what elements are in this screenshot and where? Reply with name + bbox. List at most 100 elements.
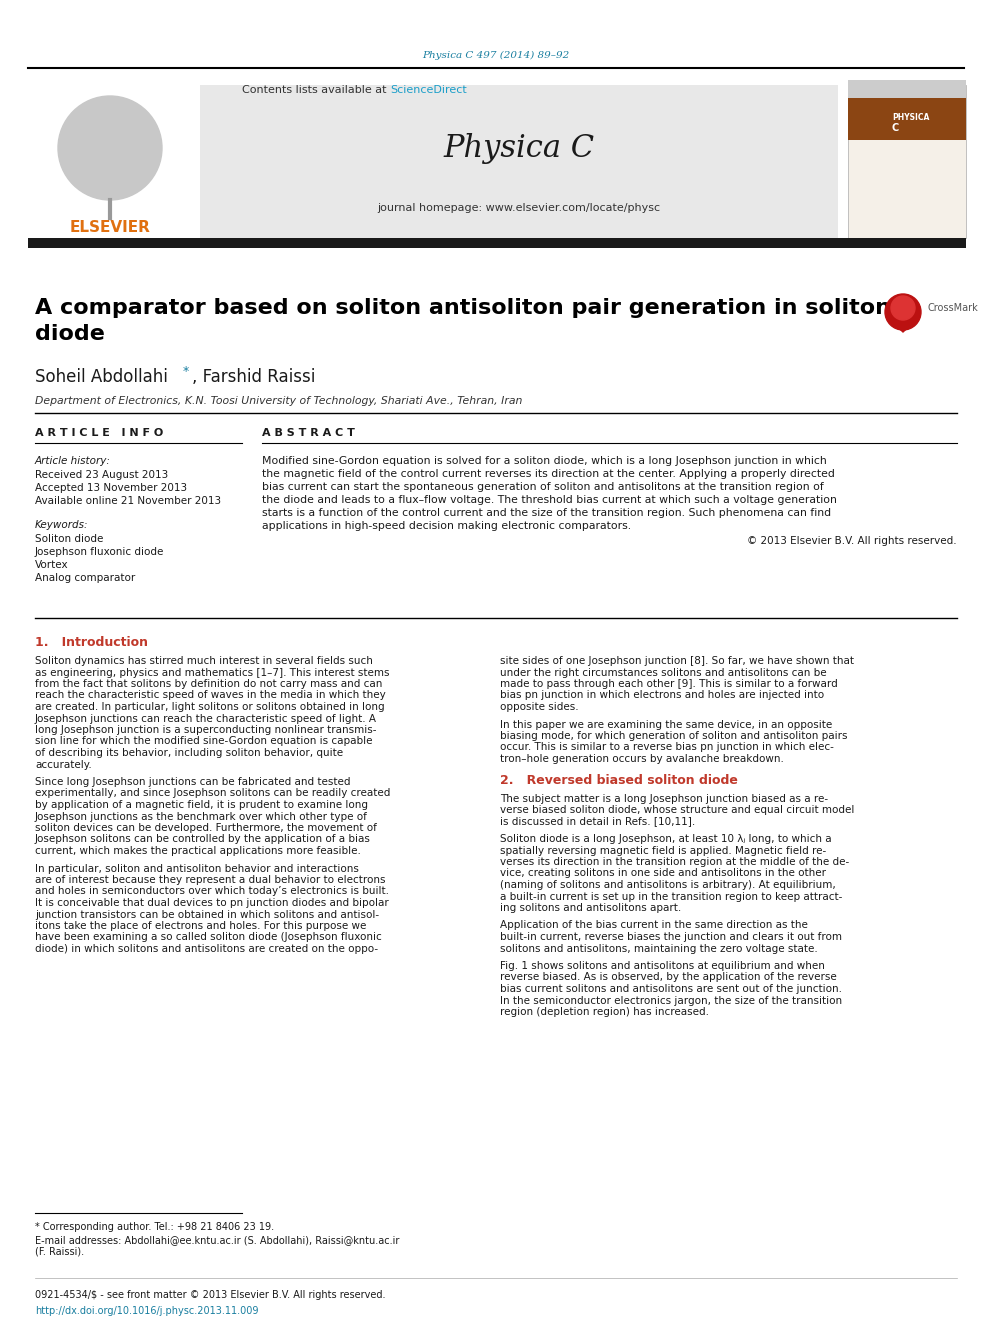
Text: bias current can start the spontaneous generation of soliton and antisolitons at: bias current can start the spontaneous g… xyxy=(262,482,823,492)
Text: Keywords:: Keywords: xyxy=(35,520,88,531)
Text: Josephson solitons can be controlled by the application of a bias: Josephson solitons can be controlled by … xyxy=(35,835,371,844)
Text: Physica C 497 (2014) 89–92: Physica C 497 (2014) 89–92 xyxy=(423,50,569,60)
FancyBboxPatch shape xyxy=(848,98,966,140)
Text: http://dx.doi.org/10.1016/j.physc.2013.11.009: http://dx.doi.org/10.1016/j.physc.2013.1… xyxy=(35,1306,259,1316)
Text: verse biased soliton diode, whose structure and equal circuit model: verse biased soliton diode, whose struct… xyxy=(500,804,854,815)
Text: 1.   Introduction: 1. Introduction xyxy=(35,636,148,650)
Text: and holes in semiconductors over which today’s electronics is built.: and holes in semiconductors over which t… xyxy=(35,886,389,897)
Text: are created. In particular, light solitons or solitons obtained in long: are created. In particular, light solito… xyxy=(35,703,385,712)
Text: bias current solitons and antisolitons are sent out of the junction.: bias current solitons and antisolitons a… xyxy=(500,984,842,994)
Text: vice, creating solitons in one side and antisolitons in the other: vice, creating solitons in one side and … xyxy=(500,868,826,878)
Text: junction transistors can be obtained in which solitons and antisol-: junction transistors can be obtained in … xyxy=(35,909,379,919)
Text: under the right circumstances solitons and antisolitons can be: under the right circumstances solitons a… xyxy=(500,668,826,677)
Text: (naming of solitons and antisolitons is arbitrary). At equilibrium,: (naming of solitons and antisolitons is … xyxy=(500,880,835,890)
Text: , Farshid Raissi: , Farshid Raissi xyxy=(192,368,315,386)
Text: * Corresponding author. Tel.: +98 21 8406 23 19.: * Corresponding author. Tel.: +98 21 840… xyxy=(35,1222,274,1232)
Text: A B S T R A C T: A B S T R A C T xyxy=(262,429,355,438)
Circle shape xyxy=(885,294,921,329)
Text: experimentally, and since Josephson solitons can be readily created: experimentally, and since Josephson soli… xyxy=(35,789,391,799)
FancyBboxPatch shape xyxy=(28,85,193,238)
Text: site sides of one Josephson junction [8]. So far, we have shown that: site sides of one Josephson junction [8]… xyxy=(500,656,854,665)
FancyBboxPatch shape xyxy=(848,85,966,238)
Text: long Josephson junction is a superconducting nonlinear transmis-: long Josephson junction is a superconduc… xyxy=(35,725,377,736)
Text: reverse biased. As is observed, by the application of the reverse: reverse biased. As is observed, by the a… xyxy=(500,972,836,983)
Text: © 2013 Elsevier B.V. All rights reserved.: © 2013 Elsevier B.V. All rights reserved… xyxy=(747,536,957,546)
Text: Department of Electronics, K.N. Toosi University of Technology, Shariati Ave., T: Department of Electronics, K.N. Toosi Un… xyxy=(35,396,523,406)
Text: a built-in current is set up in the transition region to keep attract-: a built-in current is set up in the tran… xyxy=(500,892,842,901)
Text: have been examining a so called soliton diode (Josephson fluxonic: have been examining a so called soliton … xyxy=(35,933,382,942)
Circle shape xyxy=(891,296,915,320)
FancyBboxPatch shape xyxy=(28,238,966,247)
Text: A comparator based on soliton antisoliton pair generation in soliton
diode: A comparator based on soliton antisolito… xyxy=(35,298,891,344)
FancyBboxPatch shape xyxy=(200,85,838,238)
Text: In this paper we are examining the same device, in an opposite: In this paper we are examining the same … xyxy=(500,720,832,729)
Text: Vortex: Vortex xyxy=(35,560,68,570)
Text: opposite sides.: opposite sides. xyxy=(500,703,578,712)
Text: PHYSICA: PHYSICA xyxy=(892,114,930,123)
Text: is discussed in detail in Refs. [10,11].: is discussed in detail in Refs. [10,11]. xyxy=(500,816,695,827)
Text: Josephson junctions as the benchmark over which other type of: Josephson junctions as the benchmark ove… xyxy=(35,811,368,822)
Text: solitons and antisolitons, maintaining the zero voltage state.: solitons and antisolitons, maintaining t… xyxy=(500,943,817,954)
Text: 0921-4534/$ - see front matter © 2013 Elsevier B.V. All rights reserved.: 0921-4534/$ - see front matter © 2013 El… xyxy=(35,1290,386,1301)
Text: 2.   Reversed biased soliton diode: 2. Reversed biased soliton diode xyxy=(500,774,738,786)
Text: A R T I C L E   I N F O: A R T I C L E I N F O xyxy=(35,429,164,438)
Text: *: * xyxy=(183,365,189,378)
Text: applications in high-speed decision making electronic comparators.: applications in high-speed decision maki… xyxy=(262,521,631,531)
Text: Accepted 13 November 2013: Accepted 13 November 2013 xyxy=(35,483,187,493)
Text: Available online 21 November 2013: Available online 21 November 2013 xyxy=(35,496,221,505)
Text: Soliton dynamics has stirred much interest in several fields such: Soliton dynamics has stirred much intere… xyxy=(35,656,373,665)
Text: ELSEVIER: ELSEVIER xyxy=(69,221,151,235)
Text: built-in current, reverse biases the junction and clears it out from: built-in current, reverse biases the jun… xyxy=(500,931,842,942)
Text: from the fact that solitons by definition do not carry mass and can: from the fact that solitons by definitio… xyxy=(35,679,382,689)
Circle shape xyxy=(58,97,162,200)
Text: are of interest because they represent a dual behavior to electrons: are of interest because they represent a… xyxy=(35,875,386,885)
Text: starts is a function of the control current and the size of the transition regio: starts is a function of the control curr… xyxy=(262,508,831,519)
Text: verses its direction in the transition region at the middle of the de-: verses its direction in the transition r… xyxy=(500,857,849,867)
Text: Josephson fluxonic diode: Josephson fluxonic diode xyxy=(35,546,165,557)
Text: soliton devices can be developed. Furthermore, the movement of: soliton devices can be developed. Furthe… xyxy=(35,823,377,833)
Text: CrossMark: CrossMark xyxy=(927,303,978,314)
Text: region (depletion region) has increased.: region (depletion region) has increased. xyxy=(500,1007,709,1017)
Text: Josephson junctions can reach the characteristic speed of light. A: Josephson junctions can reach the charac… xyxy=(35,713,377,724)
Text: (F. Raissi).: (F. Raissi). xyxy=(35,1248,84,1257)
Text: ScienceDirect: ScienceDirect xyxy=(390,85,467,95)
Text: spatially reversing magnetic field is applied. Magnetic field re-: spatially reversing magnetic field is ap… xyxy=(500,845,826,856)
Text: accurately.: accurately. xyxy=(35,759,91,770)
Text: the diode and leads to a flux–flow voltage. The threshold bias current at which : the diode and leads to a flux–flow volta… xyxy=(262,495,837,505)
Text: current, which makes the practical applications more feasible.: current, which makes the practical appli… xyxy=(35,845,361,856)
Text: as engineering, physics and mathematics [1–7]. This interest stems: as engineering, physics and mathematics … xyxy=(35,668,390,677)
Text: The subject matter is a long Josephson junction biased as a re-: The subject matter is a long Josephson j… xyxy=(500,794,828,803)
Text: Contents lists available at: Contents lists available at xyxy=(242,85,390,95)
Text: made to pass through each other [9]. This is similar to a forward: made to pass through each other [9]. Thi… xyxy=(500,679,838,689)
Text: sion line for which the modified sine-Gordon equation is capable: sion line for which the modified sine-Go… xyxy=(35,737,373,746)
Text: Soheil Abdollahi: Soheil Abdollahi xyxy=(35,368,168,386)
FancyBboxPatch shape xyxy=(848,79,966,98)
Text: bias pn junction in which electrons and holes are injected into: bias pn junction in which electrons and … xyxy=(500,691,824,700)
Text: Received 23 August 2013: Received 23 August 2013 xyxy=(35,470,169,480)
Text: by application of a magnetic field, it is prudent to examine long: by application of a magnetic field, it i… xyxy=(35,800,368,810)
Text: Fig. 1 shows solitons and antisolitons at equilibrium and when: Fig. 1 shows solitons and antisolitons a… xyxy=(500,960,825,971)
Text: the magnetic field of the control current reverses its direction at the center. : the magnetic field of the control curren… xyxy=(262,468,835,479)
Text: Analog comparator: Analog comparator xyxy=(35,573,135,583)
Text: In the semiconductor electronics jargon, the size of the transition: In the semiconductor electronics jargon,… xyxy=(500,995,842,1005)
Text: reach the characteristic speed of waves in the media in which they: reach the characteristic speed of waves … xyxy=(35,691,386,700)
Text: Soliton diode is a long Josephson, at least 10 λⱼ long, to which a: Soliton diode is a long Josephson, at le… xyxy=(500,833,831,844)
Text: ing solitons and antisolitons apart.: ing solitons and antisolitons apart. xyxy=(500,904,682,913)
Text: E-mail addresses: Abdollahi@ee.kntu.ac.ir (S. Abdollahi), Raissi@kntu.ac.ir: E-mail addresses: Abdollahi@ee.kntu.ac.i… xyxy=(35,1234,400,1245)
Text: It is conceivable that dual devices to pn junction diodes and bipolar: It is conceivable that dual devices to p… xyxy=(35,898,389,908)
Text: itons take the place of electrons and holes. For this purpose we: itons take the place of electrons and ho… xyxy=(35,921,366,931)
Text: Since long Josephson junctions can be fabricated and tested: Since long Josephson junctions can be fa… xyxy=(35,777,350,787)
Text: occur. This is similar to a reverse bias pn junction in which elec-: occur. This is similar to a reverse bias… xyxy=(500,742,834,753)
Text: of describing its behavior, including soliton behavior, quite: of describing its behavior, including so… xyxy=(35,747,343,758)
Text: Modified sine-Gordon equation is solved for a soliton diode, which is a long Jos: Modified sine-Gordon equation is solved … xyxy=(262,456,826,466)
Text: Article history:: Article history: xyxy=(35,456,111,466)
Text: biasing mode, for which generation of soliton and antisoliton pairs: biasing mode, for which generation of so… xyxy=(500,732,847,741)
Text: diode) in which solitons and antisolitons are created on the oppo-: diode) in which solitons and antisoliton… xyxy=(35,945,378,954)
Text: tron–hole generation occurs by avalanche breakdown.: tron–hole generation occurs by avalanche… xyxy=(500,754,784,763)
Text: Physica C: Physica C xyxy=(443,132,594,164)
Text: In particular, soliton and antisoliton behavior and interactions: In particular, soliton and antisoliton b… xyxy=(35,864,359,873)
Text: journal homepage: www.elsevier.com/locate/physc: journal homepage: www.elsevier.com/locat… xyxy=(377,202,661,213)
Text: Soliton diode: Soliton diode xyxy=(35,534,103,544)
Text: C: C xyxy=(892,123,900,134)
Polygon shape xyxy=(892,321,914,332)
